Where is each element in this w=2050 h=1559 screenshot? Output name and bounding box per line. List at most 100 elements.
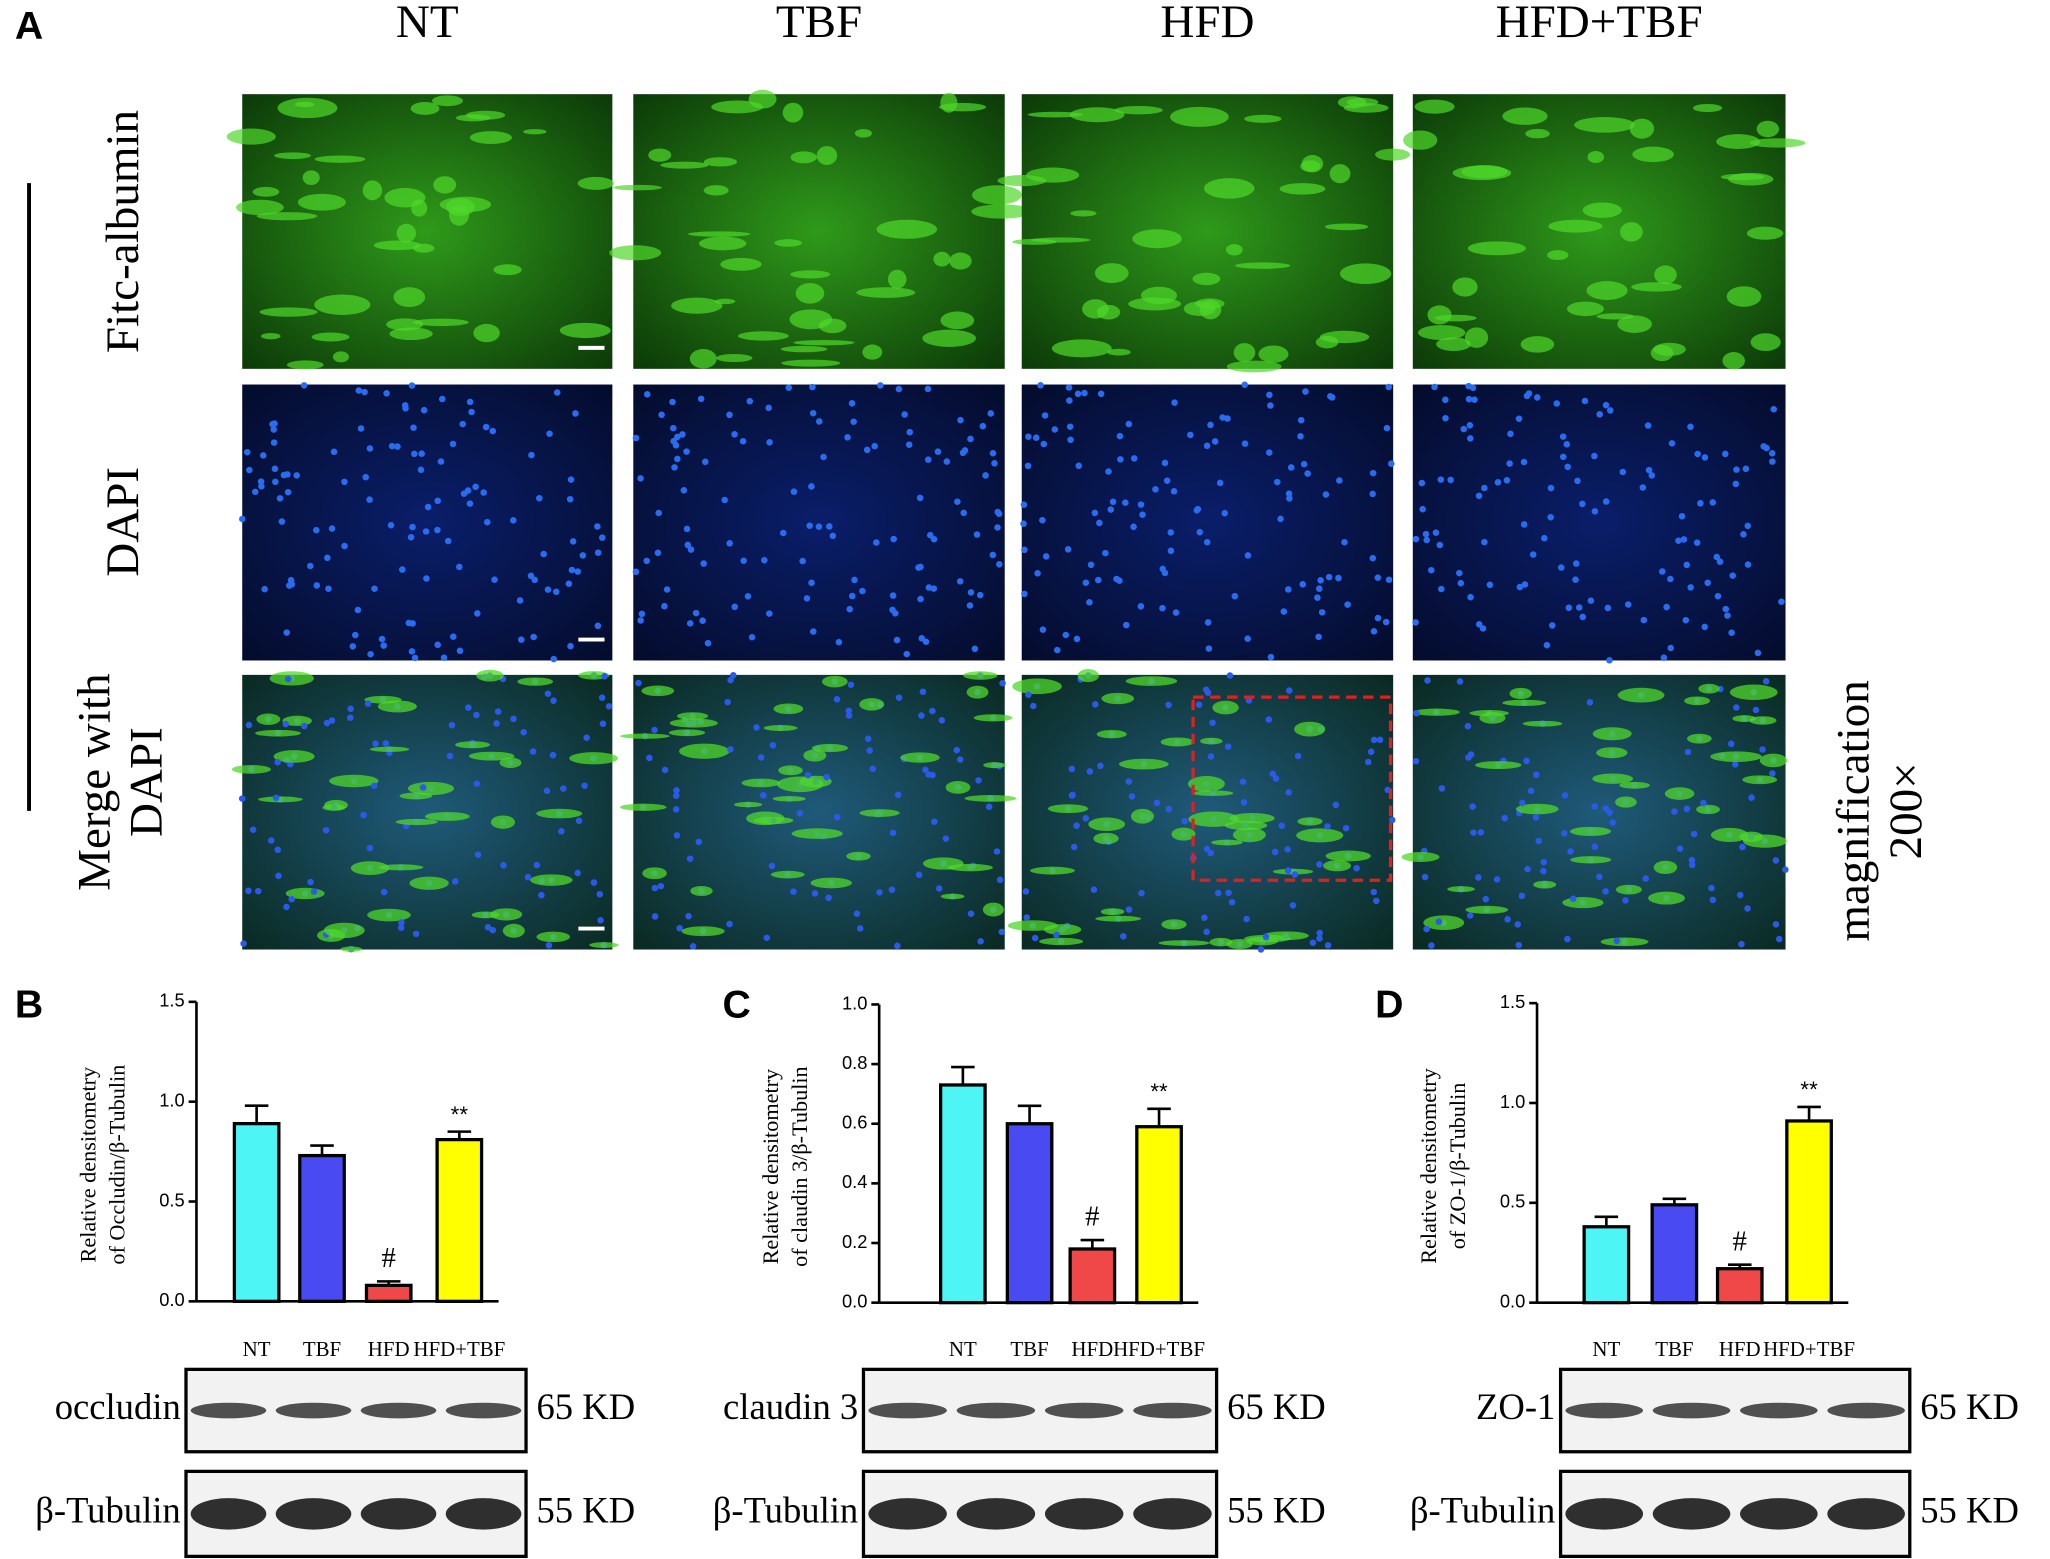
nucleus [671,464,678,471]
structure [983,762,1006,769]
nucleus [808,579,815,587]
blot-band [445,1498,522,1530]
structure [940,311,975,330]
nucleus [779,529,787,537]
nucleus [448,721,456,729]
nucleus [324,554,331,562]
nucleus [1541,534,1548,542]
structure [1200,737,1223,745]
structure [1296,828,1344,843]
nucleus [533,861,541,869]
nucleus [1619,468,1627,476]
bar [364,1283,413,1303]
structure [1030,237,1091,243]
nucleus [975,777,982,784]
nucleus [996,876,1004,884]
structure [1710,751,1762,762]
nucleus [1062,631,1070,639]
nucleus [599,720,607,727]
nucleus [790,888,797,895]
nucleus [397,924,405,932]
nucleus [1438,585,1445,593]
structure [859,698,885,711]
nucleus [1421,873,1429,881]
nucleus [293,472,300,479]
nucleus [766,610,773,617]
nucleus [971,645,979,653]
nucleus [1772,921,1780,928]
y-axis-label: Relative densitometry of claudin 3/β-Tubu… [758,1066,812,1267]
structure [821,675,848,688]
structure [1617,315,1652,333]
structure [1226,938,1253,950]
nucleus [1092,701,1099,708]
nucleus [372,740,379,747]
nucleus [1769,770,1776,777]
nucleus [355,387,363,394]
nucleus [1684,748,1692,756]
nucleus [935,885,943,892]
nucleus [1315,633,1322,641]
nucleus [672,792,680,800]
nucleus [938,717,946,724]
nucleus [674,433,681,441]
nucleus [1591,803,1598,810]
structure [1294,721,1326,737]
nucleus [276,495,284,502]
nucleus [240,940,247,947]
nucleus [434,526,441,534]
nucleus [1722,605,1730,613]
structure [1244,114,1282,123]
nucleus [510,517,517,524]
structure [1114,105,1163,115]
nucleus [1125,906,1133,913]
nucleus [1772,857,1780,864]
structure [523,129,547,135]
nucleus [1239,778,1247,785]
nucleus [1277,515,1284,523]
nucleus [820,453,827,461]
nucleus [849,592,856,600]
nucleus [1269,770,1277,778]
nucleus [567,476,575,483]
structure [413,318,469,327]
nucleus [982,472,989,479]
nucleus [1266,391,1273,399]
nucleus [1701,623,1708,631]
structure [252,186,280,197]
nucleus [799,557,806,565]
nucleus [1700,799,1707,807]
nucleus [1486,581,1494,589]
nucleus [1020,501,1028,508]
row-label-line: Merge with [68,673,120,890]
nucleus [275,872,282,880]
structure [1522,720,1563,727]
bar [1785,1119,1833,1305]
nucleus [765,404,772,412]
nucleus [689,942,697,950]
y-axis-label: Relative densitometry of Occludin/β-Tubul… [76,1065,130,1265]
nucleus [1540,858,1548,866]
structure [311,332,350,342]
nucleus [1388,816,1396,824]
structure [1343,103,1389,113]
nucleus [1172,609,1180,616]
nucleus [550,655,558,663]
structure [378,864,424,871]
structure [816,146,838,166]
structure [473,323,500,343]
structure [1094,263,1129,284]
structure [1654,265,1677,285]
nucleus [322,826,330,834]
nucleus [1165,805,1173,813]
nucleus [815,523,823,530]
structure [1226,360,1282,373]
structure [1722,352,1745,370]
nucleus [1548,622,1556,629]
nucleus [283,903,290,911]
nucleus [581,782,588,789]
nucleus [410,424,417,431]
nucleus [1596,411,1603,418]
nucleus [1265,716,1273,723]
y-axis-label: Relative densitometry of ZO-1/β-Tubulin [1416,1067,1470,1263]
